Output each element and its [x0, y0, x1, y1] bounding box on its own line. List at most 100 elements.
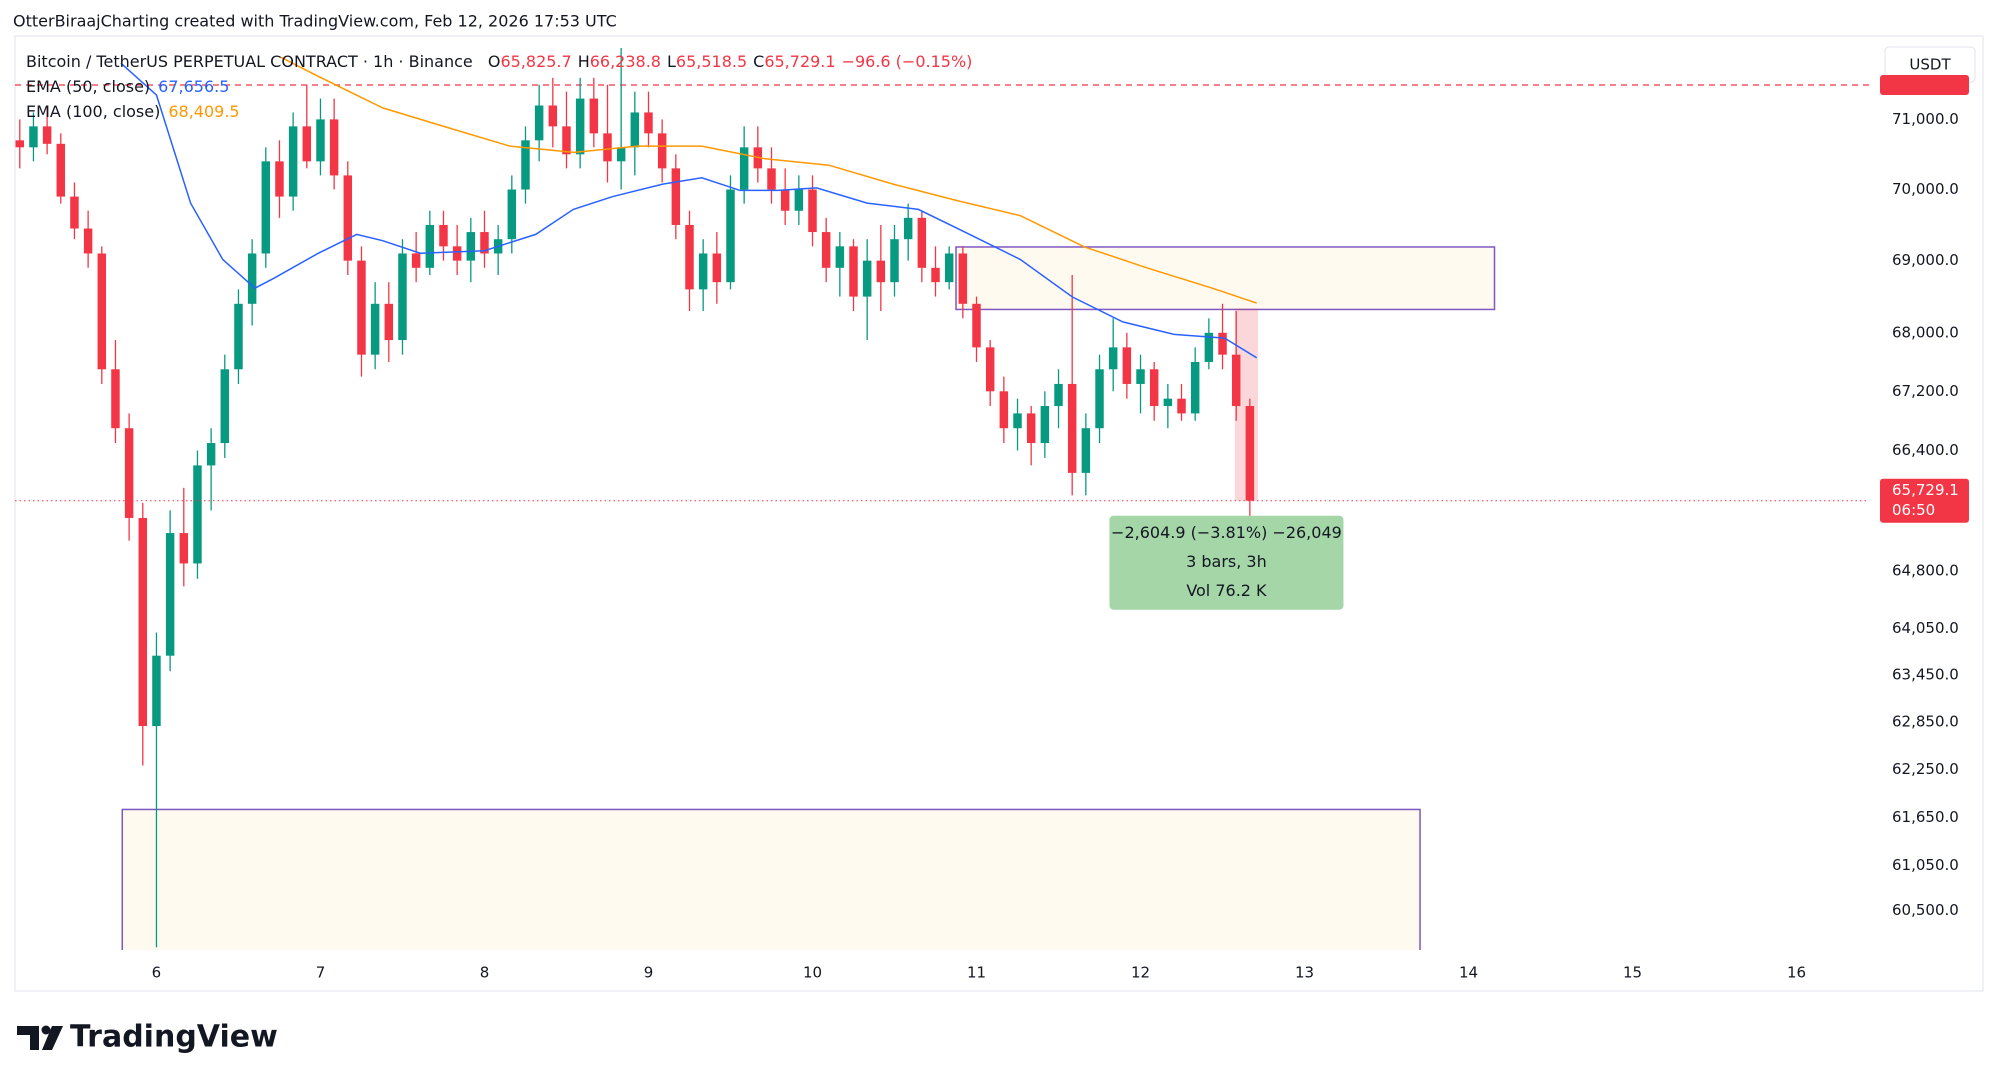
currency[interactable]: USDT: [1909, 56, 1951, 74]
candle-body: [1081, 428, 1091, 473]
ohlc-key: O: [488, 52, 501, 71]
candle-body: [83, 228, 93, 254]
candle-body: [712, 253, 722, 283]
candle-body: [575, 98, 585, 155]
ohlc-key: C: [753, 52, 764, 71]
candle-body: [29, 126, 38, 148]
candle-body: [247, 253, 257, 304]
candle-body: [562, 126, 571, 155]
indicator-value: 68,409.5: [168, 102, 239, 121]
candle-body: [808, 189, 817, 233]
candle-body: [671, 168, 681, 225]
candle-body: [890, 239, 899, 283]
candle-body: [903, 217, 913, 240]
candle-body: [917, 217, 927, 268]
candle-body: [644, 112, 653, 134]
logo-mark: [42, 1026, 63, 1050]
x-tick-label: 16: [1787, 964, 1806, 982]
candle-body: [111, 369, 120, 429]
candle-body: [835, 246, 845, 268]
candle-body: [862, 260, 872, 297]
candle-body: [1067, 383, 1077, 473]
y-tick-label: 62,250.0: [1892, 760, 1959, 778]
candle-body: [138, 517, 148, 727]
indicator-name: EMA (50, close): [26, 77, 150, 96]
logo: TradingView: [17, 1020, 278, 1055]
candle-body: [343, 175, 353, 261]
candle-body: [1177, 398, 1186, 414]
ema-line: [279, 56, 1257, 304]
candle-body: [439, 224, 448, 247]
candle-body: [452, 246, 462, 261]
y-tick-label: 66,400.0: [1892, 441, 1959, 459]
overlay: −2,604.9 (−3.81%) −26,049 3 bars, 3h Vol 7…: [1109, 515, 1344, 610]
candle-body: [630, 112, 640, 148]
change: −96.6 (−0.15%): [842, 52, 973, 71]
candle-body: [165, 533, 175, 656]
candle-body: [972, 303, 981, 348]
zone: [121, 808, 1421, 950]
candle-body: [931, 267, 940, 283]
indicator-legend: EMA (100, close) 68,409.5: [26, 102, 240, 121]
candle-body: [466, 232, 476, 261]
candle-body: [548, 105, 558, 127]
candle-body: [780, 189, 790, 211]
measure-label: Vol 76.2 K: [1186, 581, 1267, 600]
y-tick-label: 67,200.0: [1892, 382, 1959, 400]
indicator-legend: EMA (50, close) 67,656.5: [26, 77, 229, 96]
candle-body: [1149, 369, 1159, 407]
x-tick-label: 12: [1131, 964, 1150, 982]
candle-body: [999, 391, 1009, 429]
candle-body: [329, 119, 339, 176]
y-tick-label: 68,000.0: [1892, 323, 1959, 341]
candle-body: [521, 140, 530, 190]
x-tick-label: 7: [316, 964, 326, 982]
y-tick-label: 61,650.0: [1892, 808, 1959, 826]
ohlc-value: 65,825.7: [500, 52, 571, 71]
candle-body: [15, 140, 25, 148]
last-price-tag: [1880, 478, 1969, 523]
candle-body: [698, 253, 708, 290]
y-tick-label: 63,450.0: [1892, 666, 1959, 684]
candle-body: [261, 161, 271, 254]
candle-body: [179, 533, 189, 564]
chart-title: Bitcoin / TetherUS PERPETUAL CONTRACT · …: [26, 52, 972, 71]
logo-mark: [17, 1026, 39, 1050]
y-tick-label: 70,000.0: [1892, 180, 1959, 198]
candle-body: [42, 126, 52, 144]
candle-body: [1013, 413, 1022, 429]
candle-body: [425, 224, 435, 268]
candle-body: [507, 189, 517, 240]
x-tick-label: 9: [644, 964, 654, 982]
candle-body: [876, 260, 886, 283]
candle-body: [288, 126, 298, 197]
candle-body: [70, 196, 79, 229]
indicator-name: EMA (100, close): [26, 102, 160, 121]
candle-body: [1163, 398, 1173, 407]
attribution: OtterBiraajCharting created with Trading…: [13, 12, 617, 31]
candle-body: [206, 443, 216, 466]
y-tick-label: 60,500.0: [1892, 901, 1959, 919]
y-tick-label: 64,800.0: [1892, 562, 1959, 580]
candle-body: [1040, 406, 1050, 444]
candle-body: [685, 224, 694, 290]
ema-line: [120, 62, 1258, 359]
indicator-value: 67,656.5: [158, 77, 229, 96]
x-tick-label: 13: [1295, 964, 1314, 982]
symbol-title: Bitcoin / TetherUS PERPETUAL CONTRACT · …: [26, 52, 473, 71]
ohlc-key: H: [578, 52, 590, 71]
candle-body: [316, 119, 325, 162]
plot-area: [15, 48, 1869, 950]
candle-body: [302, 126, 312, 162]
brand: TradingView: [70, 1020, 278, 1055]
candle-body: [1245, 406, 1255, 501]
candle-body: [152, 655, 161, 727]
y-tick-label: 71,000.0: [1892, 110, 1959, 128]
candle-body: [398, 253, 407, 341]
y-tick-label: 69,000.0: [1892, 251, 1959, 269]
logo-mark: [41, 1025, 51, 1035]
countdown: 06:50: [1892, 501, 1935, 519]
alert-tag: [1880, 74, 1969, 95]
